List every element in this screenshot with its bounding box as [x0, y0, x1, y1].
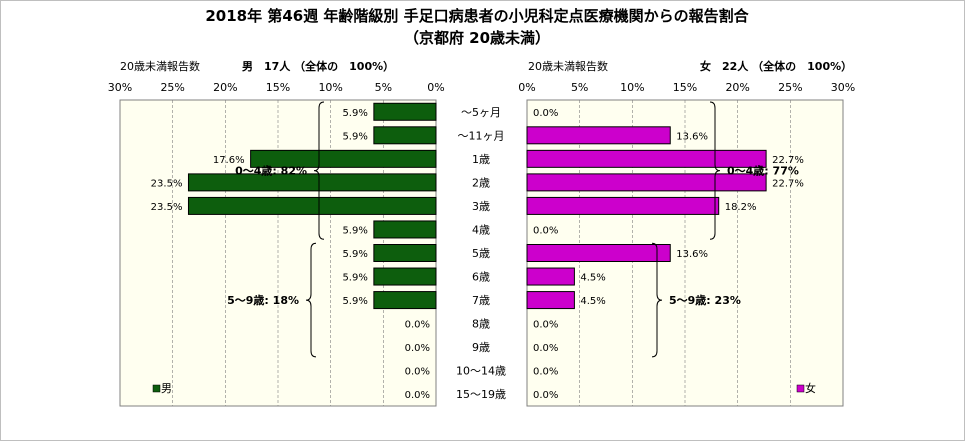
male-bar: [373, 102, 437, 121]
male-value-label: 5.9%: [342, 249, 367, 260]
male-tick-label: 25%: [160, 81, 184, 94]
female-age-bracket: [651, 242, 663, 358]
male-header-count: 男 17人 （全体の 100%）: [242, 59, 394, 73]
male-value-label: 5.9%: [342, 108, 367, 119]
female-bars: [526, 126, 767, 310]
female-value-label: 0.0%: [533, 343, 558, 354]
female-value-label: 4.5%: [580, 273, 605, 284]
male-legend: 男: [152, 382, 172, 395]
female-tick-label: 10%: [620, 81, 644, 94]
category-label: 15～19歳: [456, 388, 506, 401]
female-tick-label: 5%: [571, 81, 588, 94]
category-label: 4歳: [472, 223, 490, 236]
male-bars: [187, 102, 437, 310]
female-bar: [526, 196, 720, 215]
category-label: 2歳: [472, 176, 490, 189]
female-age-bracket-label: 0～4歳: 77%: [727, 164, 799, 178]
male-bar: [250, 149, 437, 168]
female-legend-swatch: [796, 384, 805, 393]
male-axis-ticks: 0% 5% 10% 15% 20% 25% 30%: [108, 81, 445, 94]
female-tick-label: 15%: [673, 81, 697, 94]
male-bar: [373, 244, 437, 262]
male-tick-label: 20%: [213, 81, 237, 94]
category-label: 3歳: [472, 200, 490, 213]
female-value-labels: 0.0% 13.6% 22.7% 22.7% 18.2% 0.0% 13.6% 4.5% 4.5…: [533, 108, 804, 401]
category-label: ～5ヶ月: [461, 106, 501, 119]
female-value-label: 4.5%: [580, 296, 605, 307]
female-value-label: 0.0%: [533, 225, 558, 236]
category-label: 10～14歳: [456, 365, 506, 378]
male-value-label: 0.0%: [405, 390, 430, 401]
female-value-label: 0.0%: [533, 390, 558, 401]
male-value-label: 17.6%: [213, 155, 245, 166]
male-age-bracket: [305, 242, 317, 358]
female-value-label: 0.0%: [533, 367, 558, 378]
female-header-label: 20歳未満報告数: [528, 60, 608, 73]
female-value-label: 0.0%: [533, 108, 558, 119]
female-axis-ticks: 0% 5% 10% 15% 20% 25% 30%: [518, 81, 855, 94]
category-label: 6歳: [472, 271, 490, 284]
female-bar: [526, 267, 575, 286]
male-tick-label: 15%: [266, 81, 290, 94]
male-value-label: 0.0%: [405, 367, 430, 378]
female-legend-label: 女: [805, 381, 816, 395]
male-value-label: 23.5%: [151, 202, 183, 213]
female-header-count: 女 22人 （全体の 100%）: [700, 59, 852, 73]
male-value-label: 0.0%: [405, 320, 430, 331]
female-age-bracket: [709, 101, 721, 240]
male-value-label: 0.0%: [405, 343, 430, 354]
female-tick-label: 0%: [518, 81, 535, 94]
male-header-label: 20歳未満報告数: [120, 60, 200, 73]
male-bar: [373, 126, 437, 145]
male-legend-swatch: [152, 384, 161, 393]
female-value-label: 22.7%: [772, 178, 804, 189]
male-bar: [373, 291, 437, 310]
male-value-label: 5.9%: [342, 273, 367, 284]
female-bar: [526, 244, 671, 262]
category-label: 8歳: [472, 318, 490, 331]
female-tick-label: 25%: [778, 81, 802, 94]
male-age-bracket-label: 0～4歳: 82%: [235, 164, 307, 178]
male-value-label: 5.9%: [342, 296, 367, 307]
chart-title: 2018年 第46週 年齢階級別 手足口病患者の小児科定点医療機関からの報告割合: [205, 7, 749, 25]
male-tick-label: 5%: [375, 81, 392, 94]
female-value-label: 13.6%: [676, 131, 708, 142]
category-label: ～11ヶ月: [458, 129, 505, 142]
female-bar: [526, 126, 671, 145]
male-bar: [187, 196, 437, 215]
male-age-bracket-label: 5～9歳: 18%: [227, 293, 299, 307]
male-age-bracket: [313, 101, 325, 240]
female-value-label: 0.0%: [533, 320, 558, 331]
male-value-label: 5.9%: [342, 131, 367, 142]
female-value-label: 13.6%: [676, 249, 708, 260]
male-tick-label: 0%: [427, 81, 444, 94]
male-bar: [373, 220, 437, 239]
male-value-labels: 5.9% 5.9% 17.6% 23.5% 23.5% 5.9% 5.9% 5.9% 5.9% 0…: [151, 108, 430, 401]
female-bar: [526, 291, 575, 310]
male-tick-label: 30%: [108, 81, 132, 94]
male-bar: [373, 267, 437, 286]
male-legend-label: 男: [161, 382, 172, 395]
age-group-brackets: 0～4歳: 82% 5～9歳: 18% 0～4歳: 77% 5～9歳: 23%: [227, 101, 799, 358]
female-legend: 女: [796, 381, 816, 395]
female-value-label: 22.7%: [772, 155, 804, 166]
category-label: 1歳: [472, 153, 490, 166]
category-label: 9歳: [472, 341, 490, 354]
male-value-label: 23.5%: [151, 178, 183, 189]
category-label: 7歳: [472, 294, 490, 307]
female-value-label: 18.2%: [725, 202, 757, 213]
female-tick-label: 30%: [831, 81, 855, 94]
male-value-label: 5.9%: [342, 225, 367, 236]
female-tick-label: 20%: [725, 81, 749, 94]
female-age-bracket-label: 5～9歳: 23%: [669, 293, 741, 307]
female-bar: [526, 173, 767, 192]
female-bar: [526, 149, 767, 168]
category-label: 5歳: [472, 247, 490, 260]
male-tick-label: 10%: [318, 81, 342, 94]
chart-subtitle: （京都府 20歳未満）: [404, 29, 550, 47]
male-bar: [187, 173, 437, 192]
category-labels: ～5ヶ月 ～11ヶ月 1歳 2歳 3歳 4歳 5歳 6歳 7歳 8歳 9歳 10～14歳 15～19歳: [456, 106, 506, 401]
